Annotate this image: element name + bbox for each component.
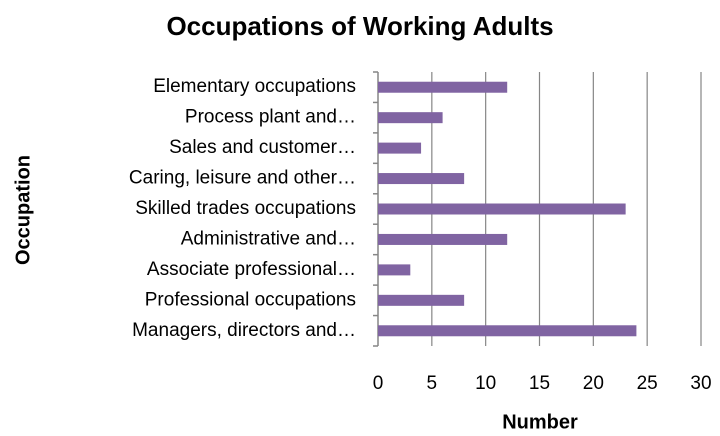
chart-title: Occupations of Working Adults bbox=[166, 11, 553, 41]
bar bbox=[378, 233, 508, 245]
bar bbox=[378, 81, 508, 93]
bar bbox=[378, 325, 637, 337]
x-tick-label: 30 bbox=[690, 373, 711, 394]
x-tick-label: 0 bbox=[373, 373, 384, 394]
bar bbox=[378, 142, 422, 154]
y-tick-label: Caring, leisure and other… bbox=[129, 168, 356, 189]
x-tick-label: 25 bbox=[637, 373, 658, 394]
y-tick-label: Professional occupations bbox=[145, 289, 356, 310]
x-axis-title: Number bbox=[502, 411, 578, 433]
y-tick-label: Managers, directors and… bbox=[132, 320, 356, 341]
x-tick-label: 10 bbox=[475, 373, 496, 394]
y-tick-label: Skilled trades occupations bbox=[135, 198, 356, 219]
y-tick-label: Elementary occupations bbox=[153, 76, 356, 97]
y-tick-label: Process plant and… bbox=[185, 107, 356, 128]
y-axis-title: Occupation bbox=[12, 155, 34, 265]
bar bbox=[378, 203, 626, 215]
x-tick-label: 20 bbox=[583, 373, 604, 394]
bar bbox=[378, 112, 443, 124]
bar bbox=[378, 173, 465, 185]
x-tick-label: 15 bbox=[529, 373, 550, 394]
y-tick-label: Associate professional… bbox=[147, 259, 356, 280]
y-tick-label: Sales and customer… bbox=[169, 137, 356, 158]
x-tick-label: 5 bbox=[427, 373, 438, 394]
bar bbox=[378, 264, 411, 276]
y-tick-label: Administrative and… bbox=[181, 228, 356, 249]
bar bbox=[378, 294, 465, 306]
